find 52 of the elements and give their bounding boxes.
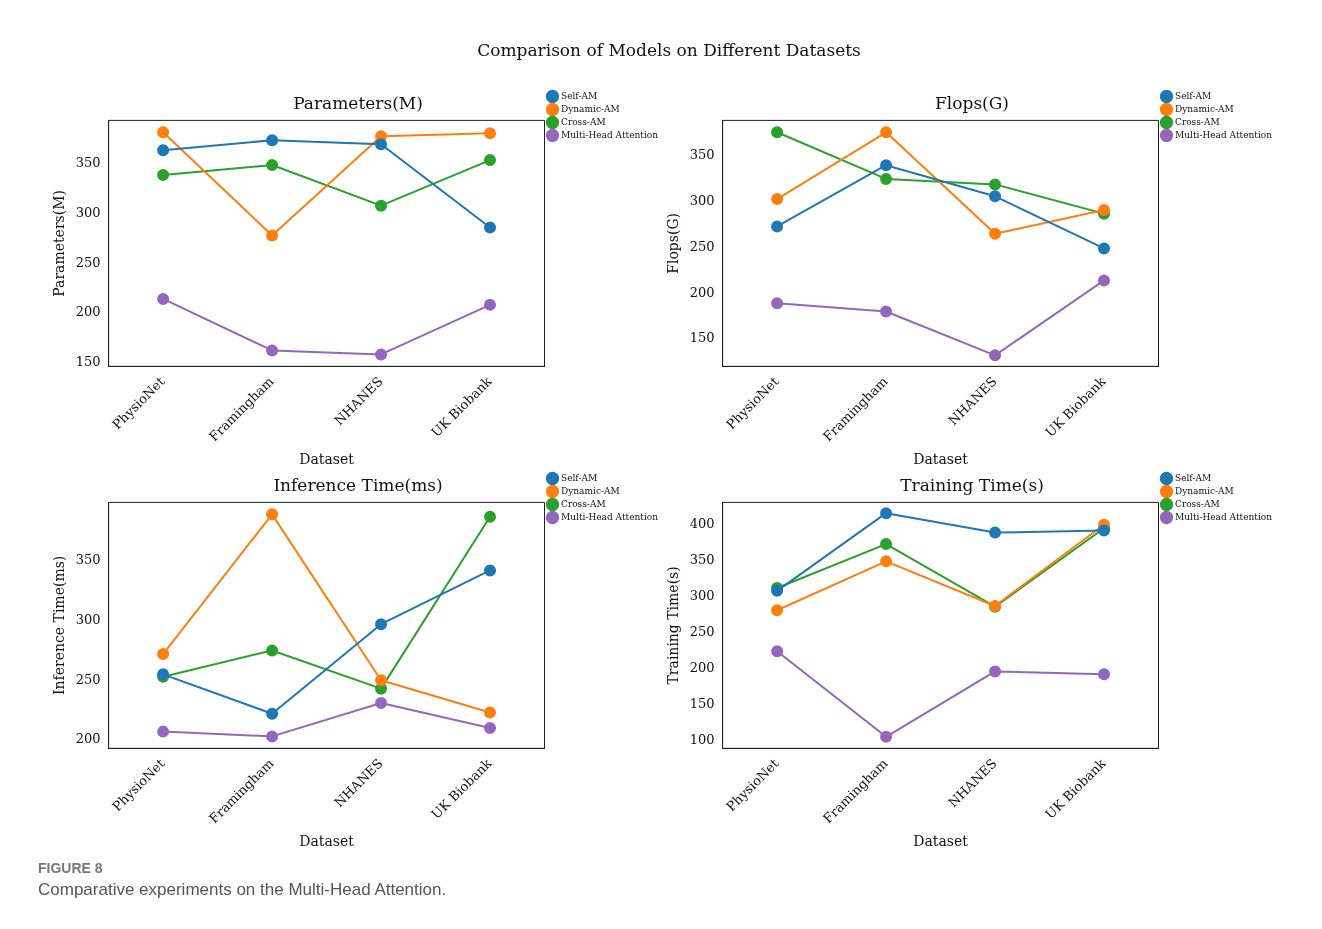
y-tick-label: 250 (75, 254, 101, 270)
y-tick-label: 350 (75, 155, 101, 171)
legend-label: Self-AM (1175, 472, 1212, 483)
y-tick-label: 200 (689, 284, 715, 300)
y-tick-label: 350 (689, 147, 715, 163)
chart-title: Parameters(M) (293, 92, 423, 113)
y-axis-title: Training Time(s) (665, 566, 682, 685)
legend-label: Multi-Head Attention (561, 511, 659, 522)
legend-label: Dynamic-AM (1175, 485, 1234, 496)
legend-label: Cross-AM (561, 498, 606, 509)
y-tick-label: 300 (75, 204, 101, 220)
y-tick-label: 200 (689, 659, 715, 675)
legend-label: Self-AM (561, 472, 598, 483)
x-axis-title: Dataset (913, 451, 969, 468)
legend-label: Multi-Head Attention (1175, 511, 1273, 522)
y-tick-label: 100 (689, 731, 715, 747)
chart-title: Inference Time(ms) (273, 474, 443, 495)
y-axis-title: Flops(G) (665, 212, 682, 274)
x-axis-title: Dataset (299, 833, 355, 850)
legend-label: Dynamic-AM (561, 103, 620, 114)
y-tick-label: 200 (75, 304, 101, 320)
y-tick-label: 300 (689, 193, 715, 209)
y-tick-label: 150 (689, 330, 715, 346)
y-tick-label: 150 (689, 695, 715, 711)
y-tick-label: 150 (75, 353, 101, 369)
y-axis-title: Parameters(M) (51, 189, 68, 297)
y-tick-label: 400 (689, 516, 715, 532)
legend-label: Self-AM (561, 90, 598, 101)
chart-title: Flops(G) (935, 92, 1009, 113)
text: Comparison of Models on Different Datasets (476, 40, 862, 60)
x-axis-title: Dataset (913, 833, 969, 850)
caption: FIGURE 8 (38, 860, 104, 876)
legend-label: Self-AM (1175, 90, 1212, 101)
y-axis-title: Inference Time(ms) (51, 555, 68, 696)
legend-label: Cross-AM (1175, 498, 1220, 509)
legend-label: Cross-AM (561, 116, 606, 127)
y-tick-label: 350 (75, 552, 101, 568)
legend-label: Dynamic-AM (561, 485, 620, 496)
y-tick-label: 300 (75, 611, 101, 627)
legend-label: Cross-AM (1175, 116, 1220, 127)
y-tick-label: 250 (75, 671, 101, 687)
y-tick-label: 200 (75, 731, 101, 747)
x-axis-title: Dataset (299, 451, 355, 468)
y-tick-label: 250 (689, 238, 715, 254)
text: Comparative experiments on the Multi-Head Attention. (38, 880, 447, 900)
legend-label: Multi-Head Attention (561, 129, 659, 140)
y-tick-label: 350 (689, 552, 715, 568)
y-tick-label: 250 (689, 623, 715, 639)
y-tick-label: 300 (689, 587, 715, 603)
chart-title: Training Time(s) (900, 474, 1044, 495)
legend-label: Multi-Head Attention (1175, 129, 1273, 140)
legend-label: Dynamic-AM (1175, 103, 1234, 114)
